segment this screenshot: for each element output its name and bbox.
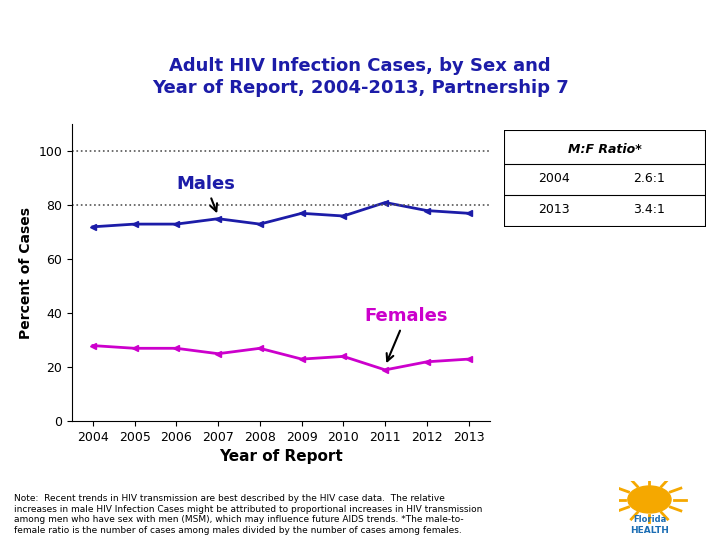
Text: 2013: 2013: [539, 203, 570, 216]
Circle shape: [628, 486, 671, 513]
Text: Note:  Recent trends in HIV transmission are best described by the HIV case data: Note: Recent trends in HIV transmission …: [14, 495, 483, 535]
Text: HEALTH: HEALTH: [630, 526, 669, 535]
Text: 3.4:1: 3.4:1: [633, 203, 665, 216]
X-axis label: Year of Report: Year of Report: [219, 449, 343, 464]
Y-axis label: Percent of Cases: Percent of Cases: [19, 207, 33, 339]
Text: Females: Females: [364, 307, 448, 361]
Text: 2.6:1: 2.6:1: [633, 172, 665, 185]
Text: Adult HIV Infection Cases, by Sex and
Year of Report, 2004-2013, Partnership 7: Adult HIV Infection Cases, by Sex and Ye…: [152, 57, 568, 97]
Text: M:F Ratio*: M:F Ratio*: [568, 143, 642, 156]
Text: Florida: Florida: [633, 515, 666, 524]
Text: Males: Males: [176, 175, 235, 211]
Text: 2004: 2004: [539, 172, 570, 185]
